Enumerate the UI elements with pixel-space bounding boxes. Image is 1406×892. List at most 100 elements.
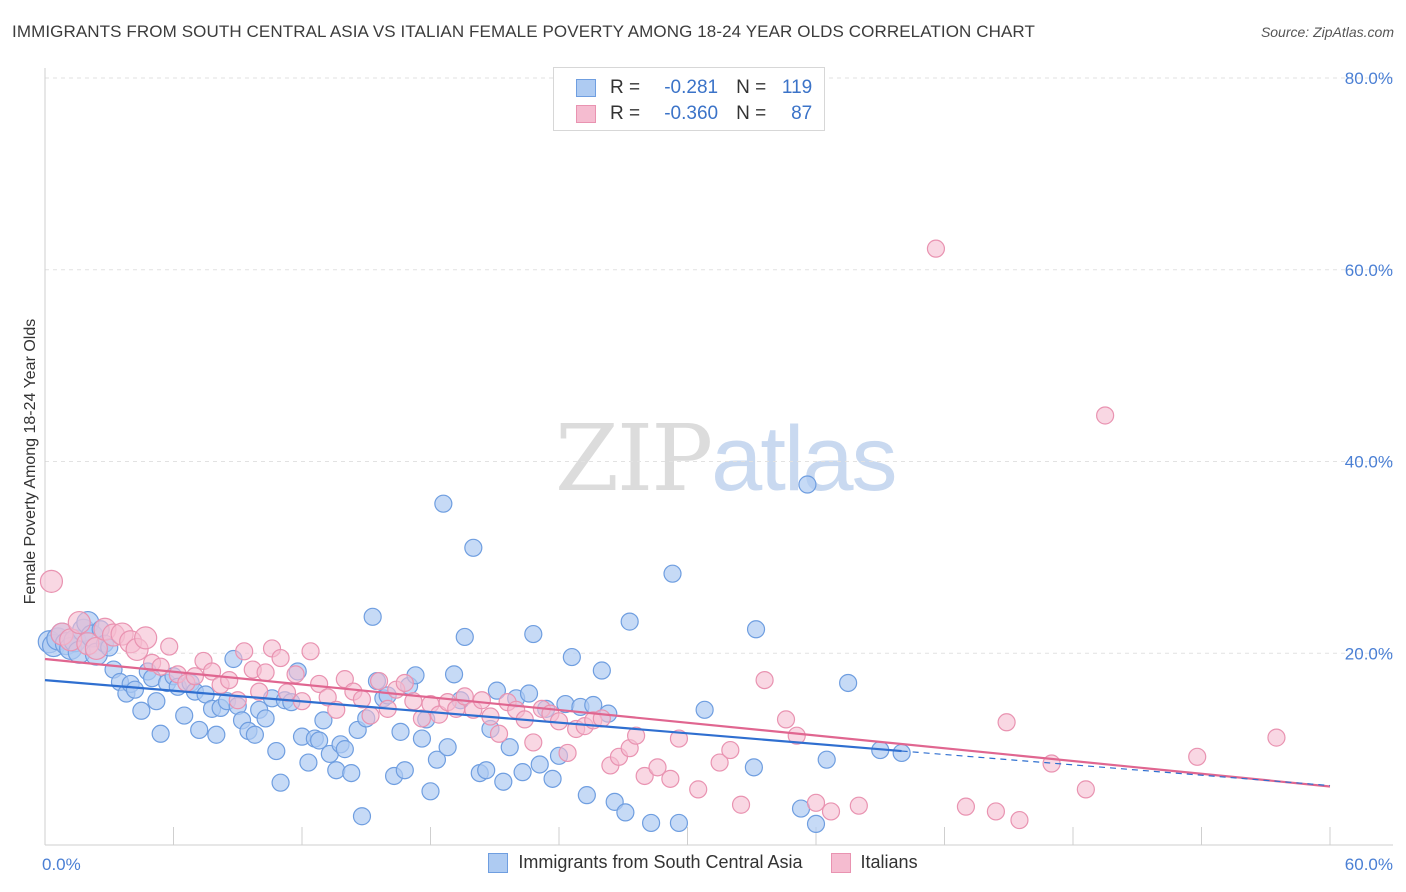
italians-point <box>67 610 91 635</box>
x-tick-label: 0.0% <box>42 855 81 874</box>
immigrants-point <box>663 564 682 583</box>
italians-point <box>648 758 667 777</box>
immigrants-point <box>327 761 346 780</box>
italians-point <box>689 780 708 799</box>
italians-point <box>271 648 290 668</box>
immigrants-point <box>412 729 432 748</box>
immigrants-point <box>641 813 661 833</box>
y-tick-label: 20.0% <box>1345 644 1393 663</box>
source-label: Source: ZipAtlas.com <box>1260 24 1394 40</box>
legend-swatch-blue <box>576 79 596 97</box>
legend-r-label: R = <box>610 77 641 98</box>
immigrants-trend-extension <box>901 750 1331 787</box>
y-tick-label: 60.0% <box>1345 261 1393 280</box>
italians-point <box>558 743 577 763</box>
italians-point <box>151 657 170 676</box>
immigrants-point <box>464 538 483 557</box>
immigrants-point <box>256 709 275 728</box>
immigrants-point <box>299 753 318 772</box>
immigrants-point <box>190 720 209 740</box>
x-tick-label: 60.0% <box>1345 855 1393 874</box>
correlation-legend: R = -0.281 N = 119 R = -0.360 N = 87 <box>553 67 825 131</box>
legend-r-label: R = <box>610 103 641 124</box>
immigrants-point <box>669 813 689 833</box>
legend-swatch-pink <box>576 105 596 123</box>
immigrants-point <box>147 692 166 711</box>
immigrants-trend-line <box>44 678 902 753</box>
immigrants-point <box>175 706 194 725</box>
legend-row-immigrants: R = -0.281 N = 119 <box>576 75 812 101</box>
grid-lines <box>45 77 1393 654</box>
italians-point <box>134 626 158 650</box>
immigrants-point <box>132 701 151 720</box>
legend-n-label: N = <box>736 103 767 124</box>
immigrants-point <box>543 769 562 788</box>
italians-point <box>277 683 297 702</box>
italians-point <box>318 688 337 707</box>
immigrants-point <box>519 684 539 703</box>
legend-label-italians: Italians <box>860 852 918 872</box>
y-tick-label: 80.0% <box>1345 69 1393 88</box>
immigrants-point <box>524 624 543 644</box>
italians-point <box>84 636 109 661</box>
chart-title: IMMIGRANTS FROM SOUTH CENTRAL ASIA VS IT… <box>12 22 1035 41</box>
immigrants-point <box>207 725 226 744</box>
immigrants-point <box>444 665 464 684</box>
immigrants-point <box>487 681 506 700</box>
immigrants-point <box>363 607 382 626</box>
immigrants-point <box>342 763 361 783</box>
legend-r-value: -0.360 <box>664 103 719 124</box>
immigrants-point <box>500 738 519 757</box>
italians-point <box>39 569 64 593</box>
watermark-zip: ZIP <box>555 405 713 512</box>
italians-point <box>301 642 320 661</box>
italians-point <box>661 769 680 788</box>
italians-point <box>335 670 354 689</box>
immigrants-point <box>620 612 639 631</box>
immigrants-point <box>391 722 410 741</box>
italians-point <box>776 710 796 729</box>
italians-point <box>926 239 946 258</box>
legend-label-immigrants: Immigrants from South Central Asia <box>518 852 803 872</box>
legend-r-value: -0.281 <box>664 77 719 98</box>
italians-point <box>710 753 729 772</box>
trend-lines <box>44 657 1331 788</box>
italians-point <box>997 713 1016 732</box>
italians-point <box>412 709 432 728</box>
italians-point <box>250 682 269 701</box>
italians-point <box>821 802 841 821</box>
immigrants-point <box>494 772 513 791</box>
italians-point <box>986 802 1006 821</box>
italians-point <box>429 705 449 724</box>
y-axis-label: Female Poverty Among 18-24 Year Olds <box>22 319 39 605</box>
italians-point <box>228 691 247 710</box>
italians-point <box>1010 810 1029 830</box>
immigrants-point <box>438 738 457 757</box>
italians-point <box>160 637 179 656</box>
immigrants-point <box>455 627 474 647</box>
legend-n-value: 87 <box>791 103 813 124</box>
italians-point <box>220 670 239 690</box>
italians-point <box>361 706 380 725</box>
italians-point <box>806 793 826 812</box>
italians-point <box>1096 406 1115 425</box>
italians-point <box>310 674 329 694</box>
legend-swatch-blue <box>488 852 509 873</box>
immigrants-point <box>125 680 145 699</box>
italians-point <box>787 726 806 745</box>
watermark: ZIPatlas <box>555 405 898 512</box>
italians-point <box>731 795 751 814</box>
italians-point <box>849 796 868 815</box>
italians-point <box>524 733 543 752</box>
italians-point <box>395 673 414 693</box>
immigrants-point <box>817 750 836 769</box>
immigrants-point <box>245 725 264 744</box>
axis-labels: 20.0% 40.0% 60.0% 80.0% 0.0% 60.0% Female Pove… <box>22 69 1393 874</box>
legend-n-label: N = <box>736 77 767 98</box>
italians-point <box>489 724 509 743</box>
immigrants-point <box>395 761 414 780</box>
series-legend: Immigrants from South Central Asia Itali… <box>0 852 1406 873</box>
italians-point <box>1267 728 1286 747</box>
italians-point <box>635 766 654 786</box>
